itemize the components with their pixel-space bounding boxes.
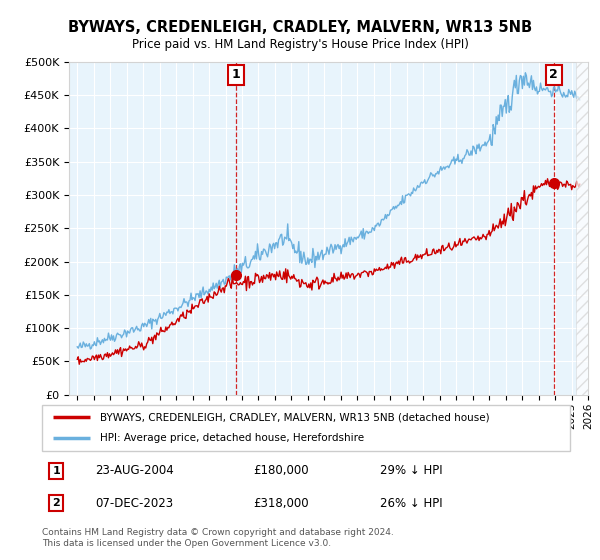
Text: 2: 2: [550, 68, 558, 81]
Text: £318,000: £318,000: [253, 497, 309, 510]
Text: Contains HM Land Registry data © Crown copyright and database right 2024.
This d: Contains HM Land Registry data © Crown c…: [42, 528, 394, 548]
Text: HPI: Average price, detached house, Herefordshire: HPI: Average price, detached house, Here…: [100, 433, 364, 444]
Text: 1: 1: [53, 466, 61, 476]
Text: 26% ↓ HPI: 26% ↓ HPI: [380, 497, 443, 510]
Text: BYWAYS, CREDENLEIGH, CRADLEY, MALVERN, WR13 5NB (detached house): BYWAYS, CREDENLEIGH, CRADLEY, MALVERN, W…: [100, 412, 490, 422]
Text: £180,000: £180,000: [253, 464, 309, 478]
Text: Price paid vs. HM Land Registry's House Price Index (HPI): Price paid vs. HM Land Registry's House …: [131, 38, 469, 50]
Polygon shape: [577, 62, 596, 395]
Text: 07-DEC-2023: 07-DEC-2023: [95, 497, 173, 510]
Text: 29% ↓ HPI: 29% ↓ HPI: [380, 464, 443, 478]
Text: BYWAYS, CREDENLEIGH, CRADLEY, MALVERN, WR13 5NB: BYWAYS, CREDENLEIGH, CRADLEY, MALVERN, W…: [68, 20, 532, 35]
Text: 1: 1: [232, 68, 241, 81]
Text: 23-AUG-2004: 23-AUG-2004: [95, 464, 173, 478]
FancyBboxPatch shape: [42, 405, 570, 451]
Text: 2: 2: [53, 498, 61, 508]
